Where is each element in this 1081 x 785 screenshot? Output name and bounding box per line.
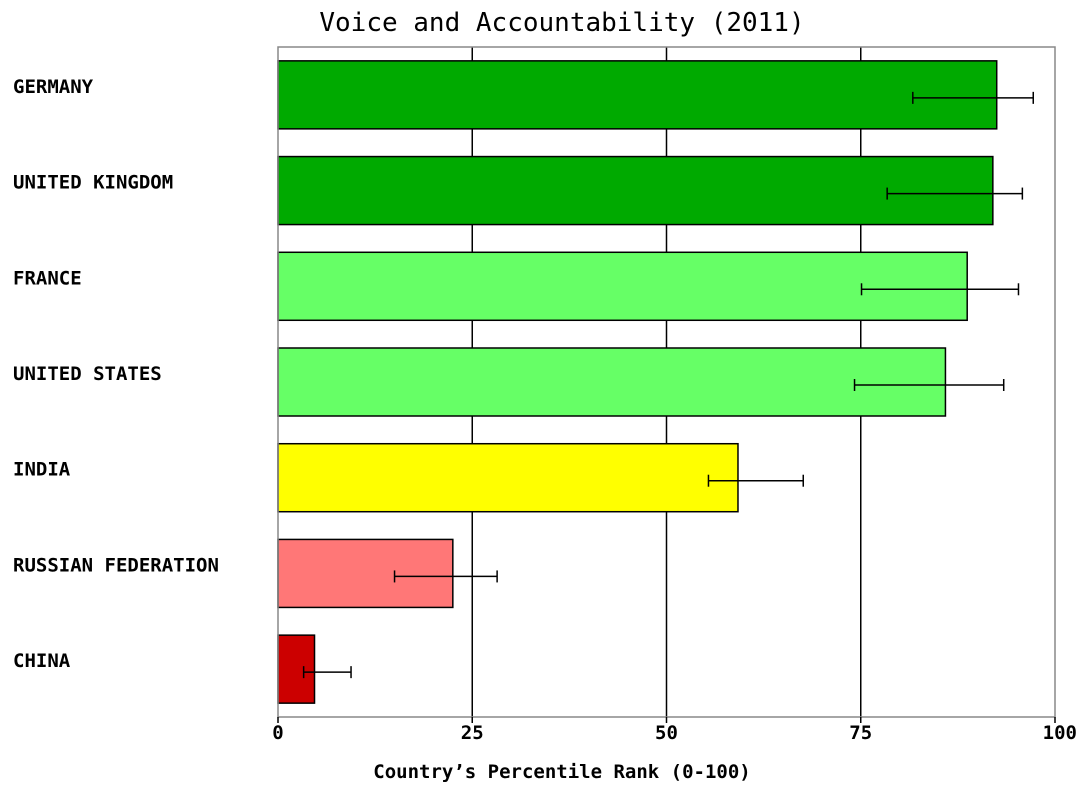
error-bar [302,666,352,679]
chart-title: Voice and Accountability (2011) [319,8,804,38]
category-label: UNITED KINGDOM [13,172,173,194]
tick-label: 25 [461,722,484,744]
error-bar [860,283,1020,296]
x-tick-labels: 0 25 50 75 100 [272,717,1077,744]
tick-label: 0 [272,722,283,744]
bar [277,155,994,226]
category-label: CHINA [13,650,71,672]
category-labels: GERMANY UNITED KINGDOM FRANCE UNITED STATES… [13,76,219,672]
category-label: UNITED STATES [13,363,162,385]
bar [277,60,998,130]
tick-label: 50 [655,722,678,744]
tick-label: 100 [1043,722,1077,744]
bar [277,538,454,609]
error-bars [302,91,1034,679]
bars [277,60,998,704]
category-label: INDIA [13,459,71,481]
category-label: RUSSIAN FEDERATION [13,554,219,576]
tick-label: 75 [849,722,872,744]
error-bar [393,570,498,583]
error-bar [886,187,1024,200]
error-bar [707,474,805,487]
bar [277,442,739,513]
bar [277,634,316,704]
category-label: FRANCE [13,267,82,289]
bar [277,347,947,417]
error-bar [853,379,1005,391]
bar [277,251,968,322]
category-label: GERMANY [13,76,94,98]
x-axis-title: Country’s Percentile Rank (0-100) [373,761,751,783]
error-bar [912,91,1034,104]
